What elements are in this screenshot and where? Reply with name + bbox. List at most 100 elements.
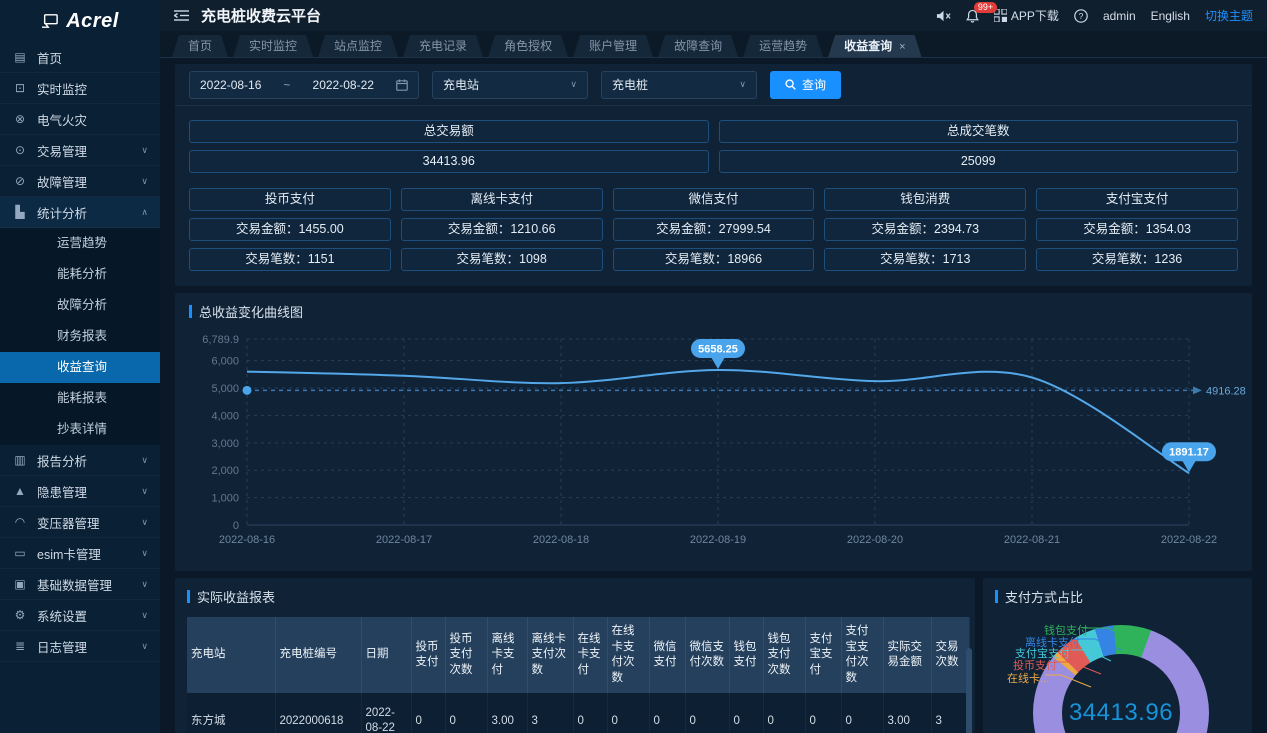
payment-card: 微信支付 交易金额：27999.54 交易笔数：18966	[612, 188, 815, 271]
sidebar-item-esim-card-mgmt[interactable]: ▭ esim卡管理 ∨	[0, 538, 160, 569]
search-button-label: 查询	[802, 78, 827, 92]
payment-card-title: 投币支付	[189, 188, 391, 211]
sidebar-subitem[interactable]: 能耗分析	[0, 259, 160, 290]
app-download-link[interactable]: APP下载	[993, 7, 1059, 24]
sidebar-item-fault-mgmt[interactable]: ⊘ 故障管理 ∨	[0, 166, 160, 197]
bottom-section: 实际收益报表 充电站 充电桩编号 日期 投币支付 投币支付次数 离线卡支付 离线卡支付次数在…	[175, 578, 1252, 733]
svg-text:2022-08-19: 2022-08-19	[690, 534, 746, 546]
sidebar-item-system-settings[interactable]: ⚙ 系统设置 ∨	[0, 600, 160, 631]
summary-cards: 总交易额 34413.96 总成交笔数 25099	[189, 120, 1238, 173]
sidebar-item-label: 实时监控	[37, 82, 88, 97]
sidebar-item-base-data-mgmt[interactable]: ▣ 基础数据管理 ∨	[0, 569, 160, 600]
tab-item[interactable]: 角色授权	[488, 35, 568, 57]
sidebar-item-label: 变压器管理	[37, 516, 100, 531]
help-icon[interactable]: ?	[1074, 8, 1088, 23]
sidebar-item-hazard-mgmt[interactable]: ▲ 隐患管理 ∨	[0, 476, 160, 507]
sidebar-item-label: 首页	[37, 51, 63, 66]
sidebar-item-realtime-monitor[interactable]: ⊡ 实时监控	[0, 73, 160, 104]
menu-fold-icon[interactable]	[174, 9, 189, 22]
sidebar-item-log-mgmt[interactable]: ≣ 日志管理 ∨	[0, 631, 160, 662]
pile-select[interactable]: 充电桩 ∨	[601, 70, 757, 99]
payment-card-title: 钱包消费	[824, 188, 1027, 211]
tab-item[interactable]: 充电记录	[403, 35, 483, 57]
sidebar-subitem[interactable]: 故障分析	[0, 290, 160, 321]
donut-label: 离线卡支付	[1025, 637, 1080, 649]
table-cell: 0	[805, 693, 841, 733]
language-switch[interactable]: English	[1150, 8, 1190, 23]
filter-bar: 2022-08-16 ~ 2022-08-22 充电站 ∨ 充电桩 ∨	[175, 64, 1252, 106]
theme-switch-link[interactable]: 切换主题	[1204, 9, 1253, 23]
revenue-line-chart-svg: 0 1,000 2,000 3,000 4,000 5,000 6,000 6,789.9 20…	[202, 334, 1245, 546]
sidebar-item-stat-analysis[interactable]: ▙ 统计分析 ∧	[0, 197, 160, 228]
tab-item[interactable]: 账户管理	[573, 35, 653, 57]
sidebar-item-label: 日志管理	[37, 640, 88, 655]
svg-text:1,000: 1,000	[211, 493, 239, 505]
table-cell: 0	[763, 693, 805, 733]
sidebar-item-transaction-mgmt[interactable]: ⊙ 交易管理 ∨	[0, 135, 160, 166]
date-range-picker[interactable]: 2022-08-16 ~ 2022-08-22	[189, 70, 419, 99]
payment-card-amount: 交易金额：1210.66	[400, 218, 603, 241]
payment-card: 支付宝支付 交易金额：1354.03 交易笔数：1236	[1036, 188, 1238, 271]
sidebar-subitem[interactable]: 收益查询	[0, 352, 160, 383]
table-column-header: 充电桩编号	[275, 617, 362, 694]
tab-item[interactable]: 站点监控	[318, 35, 398, 57]
chevron-down-icon: ∨	[141, 640, 148, 651]
content: 2022-08-16 ~ 2022-08-22 充电站 ∨ 充电桩 ∨	[160, 58, 1267, 733]
sidebar-item-transformer-mgmt[interactable]: ◠ 变压器管理 ∨	[0, 507, 160, 538]
summary-card-label: 总成交笔数	[718, 120, 1238, 143]
payment-card-title: 微信支付	[612, 188, 815, 211]
base-data-mgmt-icon: ▣	[14, 577, 26, 591]
donut-center-value: 34413.96	[1068, 699, 1174, 726]
home-icon: ▤	[14, 50, 26, 64]
donut-panel-title: 支付方式占比	[995, 587, 1240, 606]
tab-active[interactable]: 收益查询 ×	[828, 35, 921, 57]
svg-text:?: ?	[1079, 11, 1084, 21]
payment-card-amount: 交易金额：1455.00	[189, 218, 391, 241]
table-cell: 0	[445, 693, 487, 733]
main-area: 充电桩收费云平台 99+ APP下载 ? admin English	[160, 0, 1267, 733]
summary-section: 2022-08-16 ~ 2022-08-22 充电站 ∨ 充电桩 ∨	[175, 64, 1252, 286]
table-body: 东方城 2022000618 2022-08-22 0 0 3.00 3 0 0 0 0 0 0 0 0 3.…	[187, 693, 969, 733]
sidebar-item-home[interactable]: ▤ 首页	[0, 42, 160, 73]
sidebar-item-report-analysis[interactable]: ▥ 报告分析 ∨	[0, 445, 160, 476]
sidebar-subitem[interactable]: 能耗报表	[0, 383, 160, 414]
chevron-down-icon: ∨	[141, 578, 148, 589]
sidebar-item-electric-fire[interactable]: ⊗ 电气火灾	[0, 104, 160, 135]
summary-card-value: 34413.96	[189, 150, 709, 173]
sidebar-subitem[interactable]: 运营趋势	[0, 228, 160, 259]
donut-label: 钱包支付	[1044, 625, 1088, 637]
mute-icon[interactable]	[936, 10, 951, 22]
table-cell: 3	[527, 693, 573, 733]
tab-item[interactable]: 实时监控	[233, 35, 313, 57]
station-select[interactable]: 充电站 ∨	[432, 70, 588, 99]
sidebar: Acrel ▤ 首页 ⊡ 实时监控 ⊗ 电气火灾 ⊙ 交易管理 ∨ ⊘ 故障管理 ∨ ▙ 统计分析 ∧ 运营趋…	[0, 0, 160, 733]
transaction-mgmt-icon: ⊙	[14, 143, 26, 157]
report-analysis-icon: ▥	[14, 453, 26, 467]
sidebar-item-label: 交易管理	[37, 144, 88, 159]
tab-label: 充电记录	[419, 39, 468, 53]
tab-item[interactable]: 首页	[172, 35, 228, 57]
tab-item[interactable]: 故障查询	[658, 35, 738, 57]
payment-card-count: 交易笔数：1151	[189, 248, 391, 271]
search-icon	[785, 79, 796, 90]
transformer-mgmt-icon: ◠	[14, 515, 26, 529]
chevron-down-icon: ∨	[141, 144, 148, 155]
tab-close-icon[interactable]: ×	[899, 41, 906, 53]
sidebar-subitem[interactable]: 抄表详情	[0, 414, 160, 445]
payment-card-count: 交易笔数：1713	[824, 248, 1027, 271]
tab-item[interactable]: 运营趋势	[743, 35, 823, 57]
sidebar-subitem[interactable]: 财务报表	[0, 321, 160, 352]
table-vertical-scrollbar[interactable]	[966, 648, 972, 733]
table-column-header: 充电站	[187, 617, 276, 694]
summary-card-label: 总交易额	[189, 120, 709, 143]
username[interactable]: admin	[1102, 8, 1136, 23]
tab-label: 收益查询	[844, 39, 893, 53]
chevron-down-icon: ∨	[141, 454, 148, 465]
title-accent-bar	[995, 590, 998, 603]
notification-bell-icon[interactable]: 99+	[966, 1, 998, 23]
svg-text:6,789.9: 6,789.9	[202, 334, 239, 346]
app-download-label: APP下载	[1010, 9, 1059, 23]
search-button[interactable]: 查询	[770, 70, 842, 99]
donut-title: 支付方式占比	[1005, 590, 1084, 605]
